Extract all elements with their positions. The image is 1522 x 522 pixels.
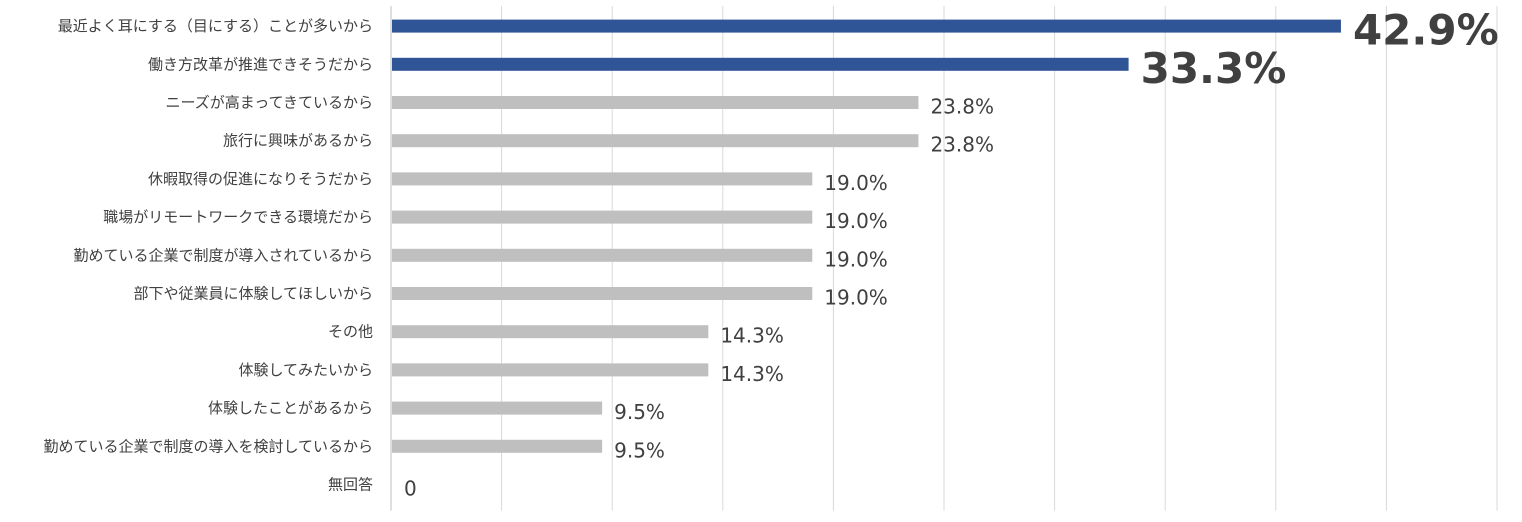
category-label: 無回答	[328, 476, 373, 494]
data-label: 42.9%	[1353, 6, 1499, 55]
data-label: 0	[404, 477, 417, 501]
data-label: 33.3%	[1141, 44, 1287, 93]
category-label: ニーズが高まってきているから	[166, 94, 373, 112]
data-label: 19.0%	[824, 171, 888, 195]
bar	[392, 134, 919, 148]
category-label: その他	[328, 323, 373, 341]
bar	[392, 172, 813, 186]
category-label: 働き方改革が推進できそうだから	[148, 55, 373, 73]
bar	[392, 325, 709, 339]
data-label: 19.0%	[824, 247, 888, 271]
data-label: 9.5%	[614, 400, 665, 424]
data-label: 19.0%	[824, 209, 888, 233]
category-label: 体験したことがあるから	[208, 399, 373, 417]
bar	[392, 19, 1341, 33]
data-label: 23.8%	[930, 133, 994, 157]
bar	[392, 287, 813, 300]
category-label: 最近よく耳にする（目にする）ことが多いから	[58, 17, 373, 35]
bar	[392, 210, 813, 224]
data-label: 23.8%	[930, 95, 994, 119]
data-label: 19.0%	[824, 286, 888, 310]
bars	[392, 19, 1341, 453]
category-label: 休暇取得の促進になりそうだから	[148, 170, 373, 188]
data-label: 9.5%	[614, 438, 665, 462]
value-labels: 42.9% 33.3% 23.8% 23.8% 19.0% 19.0% 19.0% 19.0%…	[404, 6, 1499, 501]
category-label: 体験してみたいから	[238, 361, 373, 379]
category-labels: 最近よく耳にする（目にする）ことが多いから働き方改革が推進できそうだからニーズが…	[43, 17, 373, 493]
bar	[392, 439, 603, 453]
bar	[392, 401, 603, 415]
category-label: 部下や従業員に体験してほしいから	[133, 285, 373, 303]
category-label: 勤めている企業で制度の導入を検討しているから	[43, 437, 373, 455]
bar	[392, 248, 813, 262]
category-label: 勤めている企業で制度が導入されているから	[73, 246, 373, 264]
bar	[392, 96, 919, 109]
gridlines	[501, 6, 1498, 511]
data-label: 14.3%	[720, 362, 784, 386]
bar	[392, 57, 1129, 71]
category-label: 職場がリモートワークできる環境だから	[103, 208, 373, 226]
bar	[392, 363, 709, 377]
category-label: 旅行に興味があるから	[223, 132, 373, 150]
data-label: 14.3%	[720, 324, 784, 348]
